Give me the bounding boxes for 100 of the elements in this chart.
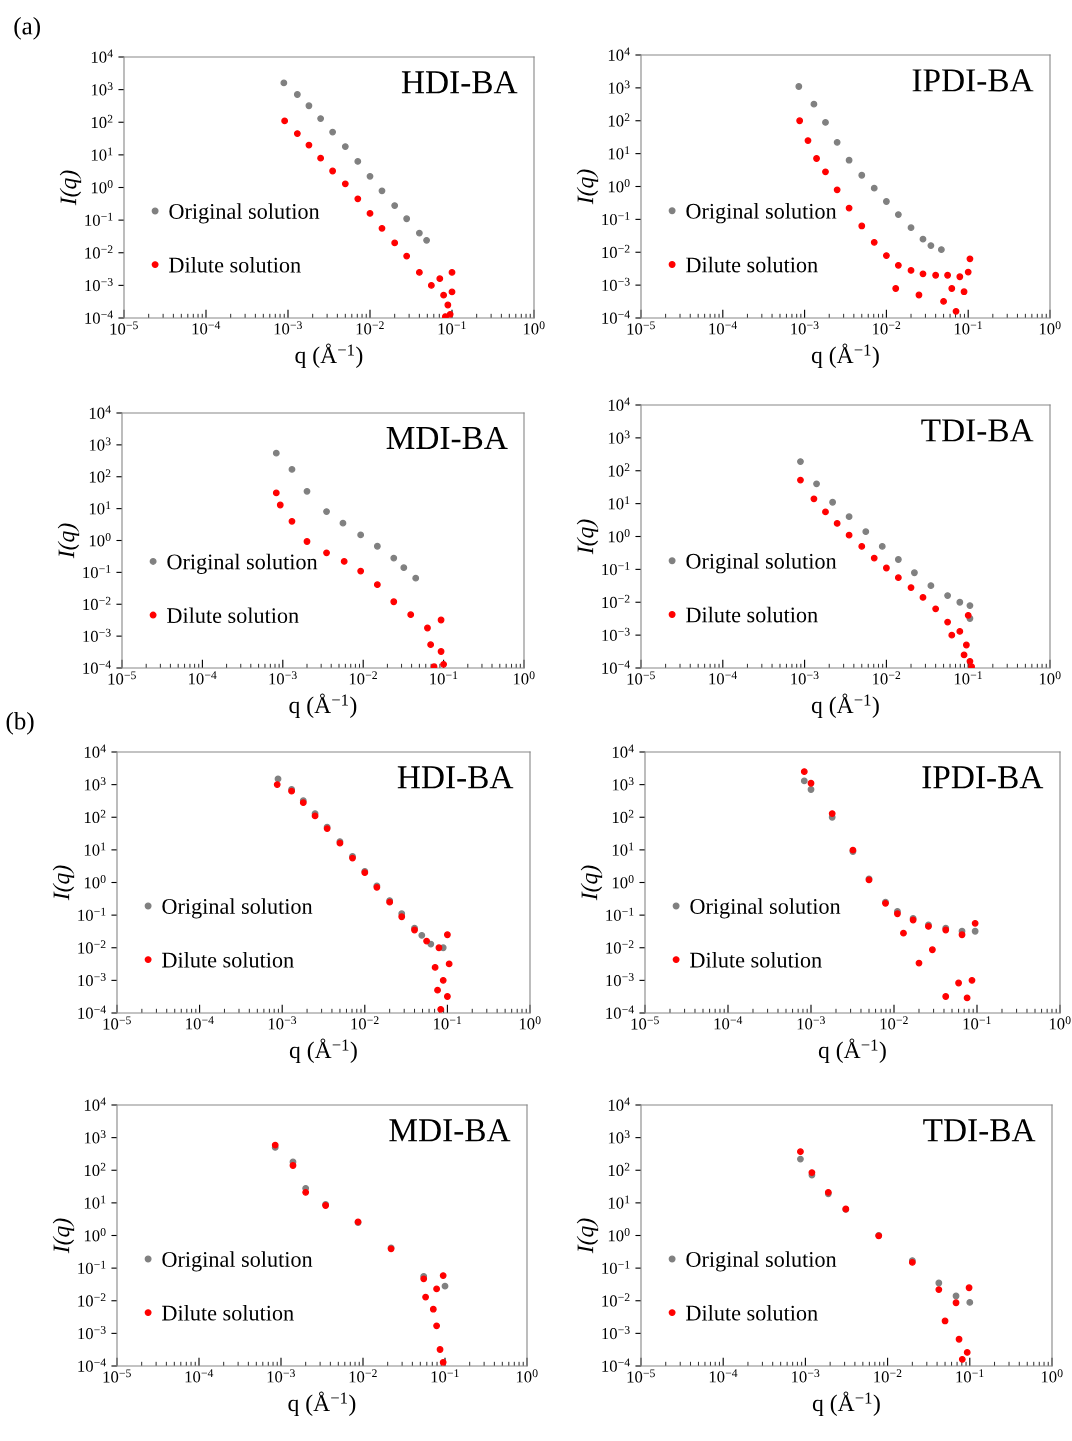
- y-tick-label: 10$^{1}$: [89, 501, 111, 515]
- y-tick-label: 10$^{−3}$: [78, 1325, 106, 1340]
- x-tick-label: 10$^{−5}$: [627, 671, 655, 685]
- x-tick-label: 10$^{0}$: [519, 1016, 541, 1030]
- y-tick-label: 10$^{−3}$: [602, 277, 630, 291]
- legend-label: Original solution: [686, 203, 837, 224]
- x-tick-label: 10$^{−5}$: [631, 1016, 659, 1030]
- y-axis-title: I(q): [59, 170, 82, 206]
- x-tick-label: 10$^{−2}$: [349, 671, 377, 685]
- y-tick-label: 10$^{−1}$: [85, 212, 113, 226]
- y-axis-title: I(q): [576, 169, 599, 205]
- x-tick-label: 10$^{−5}$: [110, 321, 138, 335]
- y-tick-label: 10$^{1}$: [608, 496, 630, 510]
- legend-label: Dilute solution: [162, 1304, 294, 1321]
- y-tick-label: 10$^{1}$: [612, 842, 634, 856]
- y-tick-label: 10$^{2}$: [608, 113, 630, 127]
- x-tick-label: 10$^{0}$: [516, 1369, 538, 1383]
- text: (b): [6, 711, 34, 735]
- legend-label: Dilute solution: [162, 951, 294, 968]
- y-tick-label: 10$^{−2}$: [602, 244, 630, 259]
- x-tick-label: 10$^{−4}$: [189, 671, 217, 685]
- x-tick-label: 10$^{0}$: [1039, 321, 1061, 335]
- y-tick-label: 10$^{1}$: [608, 1195, 630, 1209]
- y-tick-label: 10$^{4}$: [608, 397, 630, 411]
- y-tick-label: 10$^{−2}$: [602, 1293, 630, 1307]
- y-tick-label: 10$^{2}$: [84, 1162, 106, 1177]
- legend-label: Original solution: [690, 898, 841, 919]
- chart-title: IPDI-BA: [922, 766, 1044, 789]
- y-tick-label: 10$^{3}$: [91, 82, 113, 96]
- y-tick-label: 10$^{4}$: [608, 47, 630, 61]
- y-tick-label: 10$^{−2}$: [78, 1293, 106, 1307]
- y-axis-title: I(q): [52, 865, 75, 901]
- x-tick-label: 10$^{0}$: [1039, 671, 1061, 685]
- x-tick-label: 10$^{−5}$: [103, 1369, 131, 1383]
- x-tick-label: 10$^{−4}$: [709, 1369, 738, 1383]
- x-tick-label: 10$^{−2}$: [873, 671, 901, 685]
- y-tick-label: 10$^{−3}$: [602, 1325, 630, 1340]
- chart-title: MDI-BA: [389, 1119, 511, 1142]
- y-tick-label: 10$^{−1}$: [606, 907, 634, 921]
- x-axis-title: q (Å$^{−1}$): [288, 1391, 356, 1417]
- x-axis-title: q (Å$^{−1}$): [811, 343, 879, 369]
- legend-label: Original solution: [162, 1251, 313, 1272]
- x-tick-label: 10$^{−1}$: [954, 321, 982, 335]
- x-tick-label: 10$^{−3}$: [797, 1016, 825, 1030]
- legend-label: Dilute solution: [686, 256, 818, 273]
- y-tick-label: 10$^{1}$: [608, 146, 630, 160]
- y-tick-label: 10$^{−3}$: [83, 628, 111, 642]
- y-tick-label: 10$^{2}$: [612, 809, 634, 824]
- y-tick-label: 10$^{0}$: [84, 875, 106, 889]
- x-tick-label: 10$^{−2}$: [356, 321, 384, 335]
- y-tick-label: 10$^{−4}$: [78, 1358, 106, 1372]
- y-tick-label: 10$^{3}$: [84, 777, 106, 791]
- y-tick-label: 10$^{−2}$: [602, 594, 630, 609]
- legend-label: Original solution: [686, 553, 837, 574]
- y-tick-label: 10$^{0}$: [84, 1228, 106, 1242]
- y-tick-label: 10$^{−1}$: [83, 564, 111, 579]
- y-tick-label: 10$^{3}$: [89, 437, 111, 451]
- y-tick-label: 10$^{0}$: [612, 875, 634, 889]
- y-tick-label: 10$^{−2}$: [83, 596, 111, 611]
- x-axis-title: q (Å$^{−1}$): [818, 1038, 886, 1064]
- x-tick-label: 10$^{−4}$: [186, 1016, 214, 1030]
- y-tick-label: 10$^{−3}$: [78, 972, 106, 987]
- y-tick-label: 10$^{4}$: [84, 1097, 106, 1111]
- x-axis-title: q (Å$^{−1}$): [289, 1038, 357, 1064]
- x-axis-title: q (Å$^{−1}$): [812, 1391, 880, 1417]
- legend-label: Original solution: [686, 1251, 837, 1272]
- y-tick-label: 10$^{−1}$: [602, 211, 630, 226]
- y-axis-title: I(q): [580, 865, 603, 901]
- y-tick-label: 10$^{−2}$: [78, 940, 106, 954]
- x-tick-label: 10$^{−3}$: [791, 671, 819, 685]
- x-tick-label: 10$^{0}$: [513, 671, 535, 685]
- y-tick-label: 10$^{−4}$: [78, 1005, 106, 1019]
- legend-label: Original solution: [167, 553, 318, 574]
- y-tick-label: 10$^{3}$: [84, 1130, 106, 1144]
- chart-title: TDI-BA: [921, 419, 1034, 442]
- y-tick-label: 10$^{4}$: [84, 744, 106, 758]
- x-tick-label: 10$^{−2}$: [880, 1016, 908, 1030]
- x-tick-label: 10$^{0}$: [1041, 1369, 1063, 1383]
- chart-title: TDI-BA: [923, 1119, 1036, 1142]
- x-tick-label: 10$^{−3}$: [269, 671, 297, 685]
- x-tick-label: 10$^{−3}$: [267, 1369, 295, 1383]
- y-tick-label: 10$^{−1}$: [602, 561, 630, 576]
- x-tick-label: 10$^{−1}$: [438, 321, 466, 335]
- x-tick-label: 10$^{−1}$: [954, 671, 982, 685]
- chart-title: HDI-BA: [401, 71, 518, 94]
- y-tick-label: 10$^{3}$: [608, 430, 630, 444]
- x-tick-label: 10$^{−3}$: [792, 1369, 820, 1383]
- y-axis-title: I(q): [576, 519, 599, 555]
- legend-label: Dilute solution: [167, 607, 299, 624]
- x-axis-title: q (Å$^{−1}$): [289, 693, 357, 719]
- y-tick-label: 10$^{−2}$: [606, 940, 634, 954]
- x-tick-label: 10$^{−2}$: [351, 1016, 379, 1030]
- x-axis-title: q (Å$^{−1}$): [811, 693, 879, 719]
- chart-title: HDI-BA: [397, 766, 514, 789]
- y-tick-label: 10$^{1}$: [84, 1195, 106, 1209]
- x-tick-label: 10$^{−5}$: [108, 671, 136, 685]
- x-tick-label: 10$^{−3}$: [268, 1016, 297, 1030]
- y-tick-label: 10$^{−3}$: [602, 627, 630, 641]
- x-tick-label: 10$^{−5}$: [627, 321, 655, 335]
- x-axis-title: q (Å$^{−1}$): [295, 343, 363, 369]
